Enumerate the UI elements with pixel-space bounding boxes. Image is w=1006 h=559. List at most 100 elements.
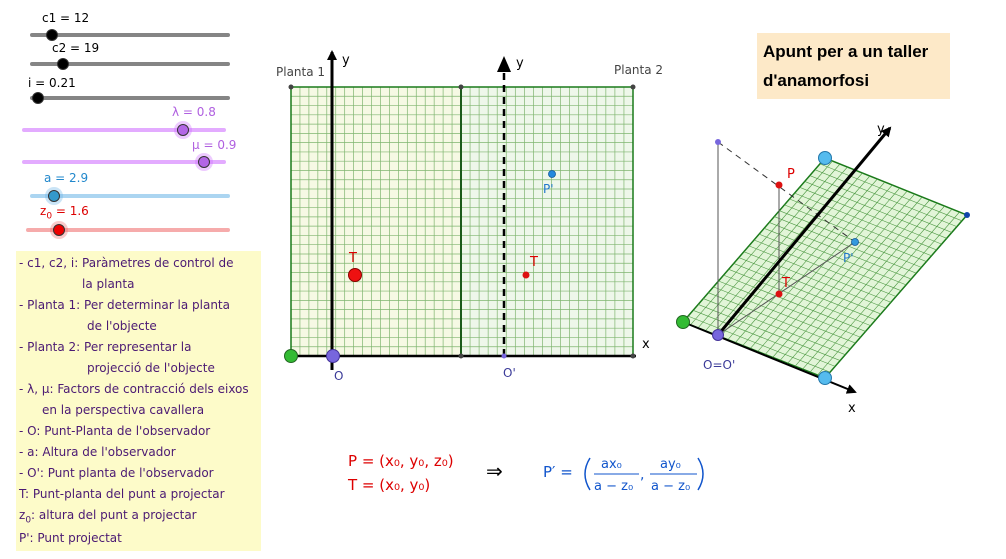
persp-origin-label: O=O' [703,358,735,372]
persp-grid-line [687,315,831,373]
legend-line: T: Punt-planta del punt a projectar [19,487,225,501]
y-axis-planta2-arrow [497,56,511,72]
persp-grid-line [733,263,876,321]
ground-ray [717,241,856,336]
persp-point-Pprime [851,238,859,246]
persp-corner-right [964,212,970,218]
legend-line: - O': Punt planta de l'observador [19,466,214,480]
persp-grid-line [713,286,856,344]
formula-Pprime-lhs: P′ = [543,463,573,481]
corner-point [630,84,636,90]
frac2-den: a − z₀ [651,479,690,494]
label-T-planta2: T [529,255,538,270]
persp-y-axis [716,126,892,336]
persp-grid-line [703,298,846,355]
persp-grid-line [804,181,947,239]
legend-box: - c1, c2, i: Paràmetres de control de la… [16,251,261,551]
persp-grid-line [693,310,836,367]
planta1-label: Planta 1 [276,65,325,79]
persp-grid-line [698,304,841,361]
slider-track[interactable] [30,33,230,37]
legend-line: - a: Altura de l'observador [19,445,176,459]
paren-right [697,457,704,491]
slider-knob[interactable] [48,190,60,202]
plan-area [291,87,461,356]
persp-grid-line [758,233,902,291]
persp-T-label: T [781,276,790,291]
persp-grid-line [748,245,892,303]
label-T-planta1: T [348,251,357,266]
frac1-den: a − z₀ [594,479,633,494]
corner-point [288,84,294,90]
persp-corner-bottom[interactable] [818,371,832,385]
slider-track[interactable] [22,160,226,164]
corner-point [630,353,636,359]
point-O[interactable] [326,349,340,363]
corner-point [458,353,464,359]
x-label: x [642,337,650,352]
label-O: O [334,369,343,383]
persp-Pprime-label: P' [843,251,854,265]
perspective-grid [687,160,963,376]
persp-corner-top[interactable] [818,151,832,165]
persp-grid-line [718,280,861,338]
title-box: Apunt per a un taller d'anamorfosi [757,33,950,99]
legend-line: en la perspectiva cavallera [42,403,205,417]
persp-grid-line [764,228,907,286]
slider-label: i = 0.21 [28,76,76,90]
persp-grid-line [794,192,937,251]
slider-knob[interactable] [198,156,210,168]
persp-grid-line [789,198,932,257]
persp-grid-line [708,292,851,350]
title-line-1: Apunt per a un taller [763,42,929,61]
persp-origin-point[interactable] [712,329,724,341]
legend-line: - λ, μ: Factors de contracció dels eixos [19,382,249,396]
slider-label: a = 2.9 [44,171,89,185]
slider-knob[interactable] [32,92,44,104]
slider-track[interactable] [30,62,230,66]
legend-line: projecció de l'objecte [87,361,215,375]
origin-green-point[interactable] [284,349,298,363]
persp-grid-line [774,216,917,274]
persp-grid-line [814,169,957,227]
persp-grid-line [769,222,912,280]
legend-line-z0: z0: altura del punt a projectar [19,508,197,526]
legend-line: P': Punt projectat [19,531,122,545]
point-T-planta1[interactable] [348,268,362,282]
plan-area [461,87,633,356]
slider-label: c1 = 12 [42,11,90,25]
legend-line: la planta [82,277,135,291]
persp-grid-line [779,210,922,268]
legend-line: - c1, c2, i: Paràmetres de control de [19,256,234,270]
persp-grid-line [723,274,866,332]
formula-P: P = (x₀, y₀, z₀) [348,452,454,470]
paren-left [584,457,591,491]
slider-track[interactable] [22,128,226,132]
persp-point-T [775,290,783,298]
slider-track[interactable] [30,194,230,198]
title-line-2: d'anamorfosi [763,71,870,90]
implies-arrow: ⇒ [486,459,503,483]
slider-label: c2 = 19 [52,41,100,55]
label-Oprime: O' [503,366,516,380]
slider-track[interactable] [30,96,230,100]
frac2-num: ay₀ [660,457,681,472]
slider-knob[interactable] [53,224,65,236]
legend-line: de l'objecte [87,319,157,333]
persp-grid-line [753,239,897,297]
slider-knob[interactable] [177,124,189,136]
y-label-2: y [516,56,524,71]
persp-x-label: x [848,401,856,416]
slider-label: λ = 0.8 [172,105,216,119]
slider-track[interactable] [26,228,230,232]
point-Pprime [548,170,556,178]
persp-grid-line [784,204,927,262]
slider-knob[interactable] [46,29,58,41]
persp-point-P [775,181,783,189]
persp-grid-line [738,257,881,315]
slider-label: μ = 0.9 [192,138,237,152]
point-Oprime [501,353,507,359]
slider-knob[interactable] [57,58,69,70]
persp-y-label: y [877,122,885,137]
persp-corner-left[interactable] [676,315,690,329]
